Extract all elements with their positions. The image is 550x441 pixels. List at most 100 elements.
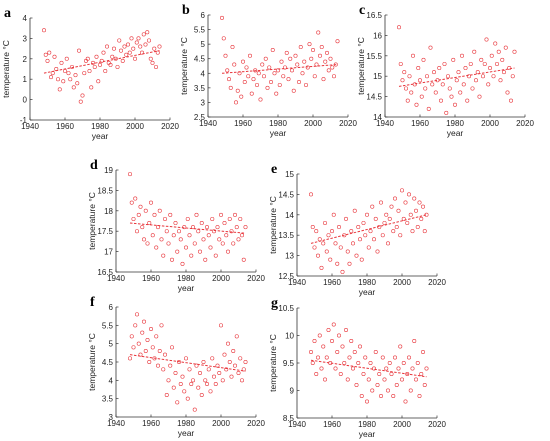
y-tick-label: 5 (201, 40, 206, 49)
data-point (98, 62, 103, 67)
data-point (61, 79, 66, 84)
y-tick-label: 14.5 (278, 190, 294, 199)
data-point (185, 396, 190, 401)
data-point (317, 53, 322, 58)
x-tick-label: 1960 (142, 274, 160, 283)
y-tick-label: 16.5 (97, 268, 113, 277)
data-point (268, 80, 273, 85)
data-point (451, 57, 456, 62)
data-point (78, 99, 83, 104)
data-point (321, 241, 326, 246)
data-point (335, 39, 340, 44)
data-point (129, 36, 134, 41)
data-point (405, 98, 410, 103)
data-point (161, 253, 166, 258)
data-point (224, 233, 229, 238)
data-point (138, 204, 143, 209)
y-tick-label: 4 (23, 14, 28, 23)
data-point (77, 48, 82, 53)
data-point (199, 221, 204, 226)
data-point (317, 333, 322, 338)
data-point (129, 334, 134, 339)
trend-line (129, 354, 246, 372)
data-point (239, 94, 244, 99)
data-point (180, 261, 185, 266)
data-point (331, 212, 336, 217)
data-point (156, 363, 161, 368)
data-point (426, 106, 431, 111)
data-point (329, 229, 334, 234)
data-point (307, 42, 312, 47)
data-point (421, 57, 426, 62)
y-tick-label: 10 (285, 332, 294, 341)
data-point (371, 237, 376, 242)
x-tick-label: 2000 (481, 119, 499, 128)
panel-e: e 1940 1960 1980 2000 2020 12.5 13 13.5 14 14.5 15 y… (268, 162, 446, 297)
data-point (119, 48, 124, 53)
data-point (391, 393, 396, 398)
data-point (140, 50, 145, 55)
data-point (120, 58, 125, 63)
data-point (322, 220, 327, 225)
data-point (131, 46, 136, 51)
data-point (234, 225, 239, 230)
y-axis-label: temperature °C (1, 40, 11, 98)
data-point (338, 245, 343, 250)
data-point (246, 74, 251, 79)
data-point (335, 261, 340, 266)
data-point (323, 59, 328, 64)
data-point (459, 53, 464, 58)
data-point (286, 77, 291, 82)
data-point (152, 212, 157, 217)
data-point (366, 377, 371, 382)
data-point (321, 77, 326, 82)
data-point (480, 74, 485, 79)
data-point (124, 52, 129, 57)
y-tick-label: 6 (201, 11, 206, 20)
data-point (417, 393, 422, 398)
data-point (163, 216, 168, 221)
data-point (415, 360, 420, 365)
y-tick-label: 4.5 (102, 358, 114, 367)
panel-label: d (90, 158, 98, 173)
data-point (82, 71, 87, 76)
data-point (312, 338, 317, 343)
data-point (401, 216, 406, 221)
data-point (242, 80, 247, 85)
data-point (322, 377, 327, 382)
data-point (310, 360, 315, 365)
data-point (428, 45, 433, 50)
panel-f: f 1940 1960 1980 2000 2020 3 3.5 4 4.5 5 5.5 6 year te… (87, 295, 265, 438)
data-point (368, 229, 373, 234)
data-point (249, 91, 254, 96)
data-point (465, 98, 470, 103)
data-point (410, 53, 415, 58)
data-point (385, 388, 390, 393)
x-tick-label: 2020 (428, 420, 446, 429)
data-point (281, 74, 286, 79)
data-point (345, 249, 350, 254)
data-point (410, 229, 415, 234)
data-point (203, 378, 208, 383)
data-point (345, 377, 350, 382)
data-point (300, 71, 305, 76)
y-tick-label: 3 (201, 98, 206, 107)
data-point (277, 82, 282, 87)
data-point (373, 216, 378, 221)
data-point (413, 377, 418, 382)
data-point (284, 50, 289, 55)
data-point (329, 338, 334, 343)
y-tick-label: 2.5 (194, 113, 206, 122)
data-point (261, 74, 266, 79)
data-point (507, 66, 512, 71)
data-point (412, 82, 417, 87)
data-point (338, 371, 343, 376)
data-point (221, 36, 226, 41)
y-tick-label: 5.5 (102, 321, 114, 330)
data-point (117, 38, 122, 43)
data-point (213, 253, 218, 258)
data-point (359, 393, 364, 398)
data-point (326, 233, 331, 238)
y-tick-label: 2 (23, 55, 28, 64)
y-axis-label: temperature °C (87, 333, 97, 391)
